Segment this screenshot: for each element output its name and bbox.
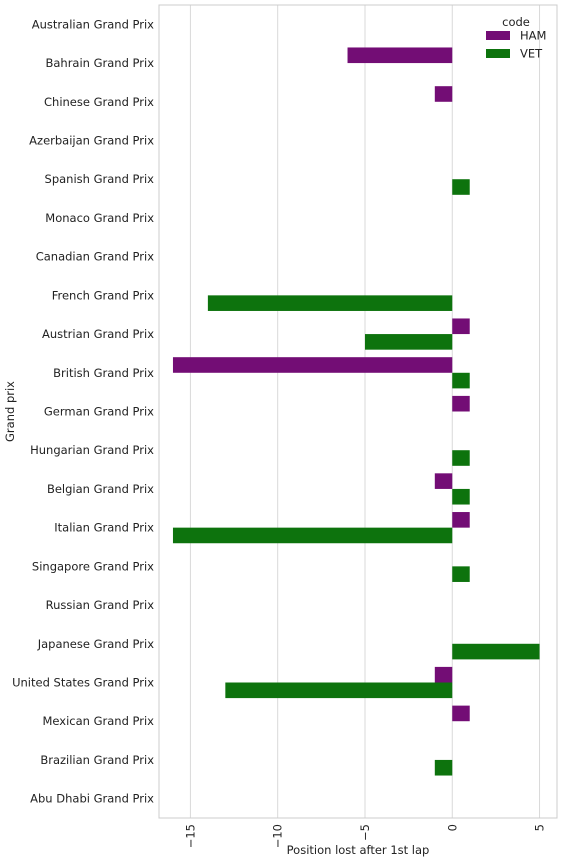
bars	[172, 47, 540, 776]
bar-vet-4	[452, 179, 470, 195]
x-tick-label: 5	[533, 824, 547, 831]
y-tick-label: German Grand Prix	[44, 405, 154, 419]
y-tick-label: British Grand Prix	[53, 366, 154, 380]
y-tick-label: Singapore Grand Prix	[32, 559, 154, 573]
y-tick-label: Japanese Grand Prix	[37, 637, 154, 651]
legend-title: code	[502, 15, 530, 29]
y-tick-label: Hungarian Grand Prix	[30, 443, 154, 457]
bar-ham-18	[452, 705, 470, 722]
bar-vet-13	[172, 527, 453, 544]
plot-frame	[158, 4, 558, 819]
bar-vet-19	[434, 759, 453, 776]
legend: code HAM VET	[486, 15, 546, 61]
y-tick-label: Canadian Grand Prix	[36, 250, 154, 264]
legend-label-vet: VET	[520, 47, 543, 61]
bar-ham-1	[347, 47, 453, 64]
legend-swatch-ham	[486, 31, 510, 40]
y-tick-label: Austrian Grand Prix	[42, 327, 154, 341]
y-tick-label: French Grand Prix	[52, 288, 154, 302]
y-tick-label: Belgian Grand Prix	[47, 482, 154, 496]
legend-items: HAM VET	[486, 29, 546, 61]
y-tick-label: Russian Grand Prix	[46, 598, 155, 612]
bar-ham-8	[452, 318, 470, 335]
bar-vet-7	[207, 295, 453, 311]
y-tick-label: Brazilian Grand Prix	[40, 753, 154, 767]
bar-vet-14	[452, 566, 470, 582]
y-tick-label: Spanish Grand Prix	[45, 172, 155, 186]
y-tick-label: Chinese Grand Prix	[44, 95, 154, 109]
y-tick-label: Bahrain Grand Prix	[45, 56, 154, 70]
y-tick-label: Italian Grand Prix	[54, 521, 154, 535]
bar-ham-9	[172, 357, 453, 373]
y-tick-label: Azerbaijan Grand Prix	[29, 134, 154, 148]
bar-vet-17	[225, 682, 453, 699]
bar-vet-12	[452, 488, 470, 505]
x-tick-labels: −15 −10 −5 0 5	[183, 824, 546, 848]
bar-ham-2	[434, 86, 453, 102]
x-tick-label: 0	[445, 824, 459, 831]
bar-vet-9	[452, 372, 470, 389]
bar-ham-12	[434, 473, 453, 489]
y-tick-label: Abu Dhabi Grand Prix	[30, 792, 154, 806]
legend-label-ham: HAM	[520, 29, 546, 43]
bar-ham-13	[452, 512, 470, 528]
bar-vet-16	[452, 643, 540, 660]
y-tick-label: United States Grand Prix	[12, 676, 154, 690]
bar-ham-17	[434, 666, 453, 683]
y-tick-label: Australian Grand Prix	[32, 17, 154, 31]
x-tick-label: −15	[183, 824, 197, 848]
y-tick-labels: Australian Grand Prix Bahrain Grand Prix C…	[12, 17, 154, 805]
legend-swatch-vet	[486, 49, 510, 58]
bar-vet-11	[452, 450, 470, 466]
x-tick-label: −5	[358, 824, 372, 841]
bar-vet-8	[364, 334, 453, 350]
bar-ham-10	[452, 395, 470, 412]
x-axis-label: Position lost after 1st lap	[287, 843, 430, 857]
y-tick-label: Monaco Grand Prix	[45, 211, 154, 225]
y-axis-label: Grand prix	[3, 381, 17, 442]
y-tick-label: Mexican Grand Prix	[42, 714, 154, 728]
x-tick-label: −10	[271, 824, 285, 848]
